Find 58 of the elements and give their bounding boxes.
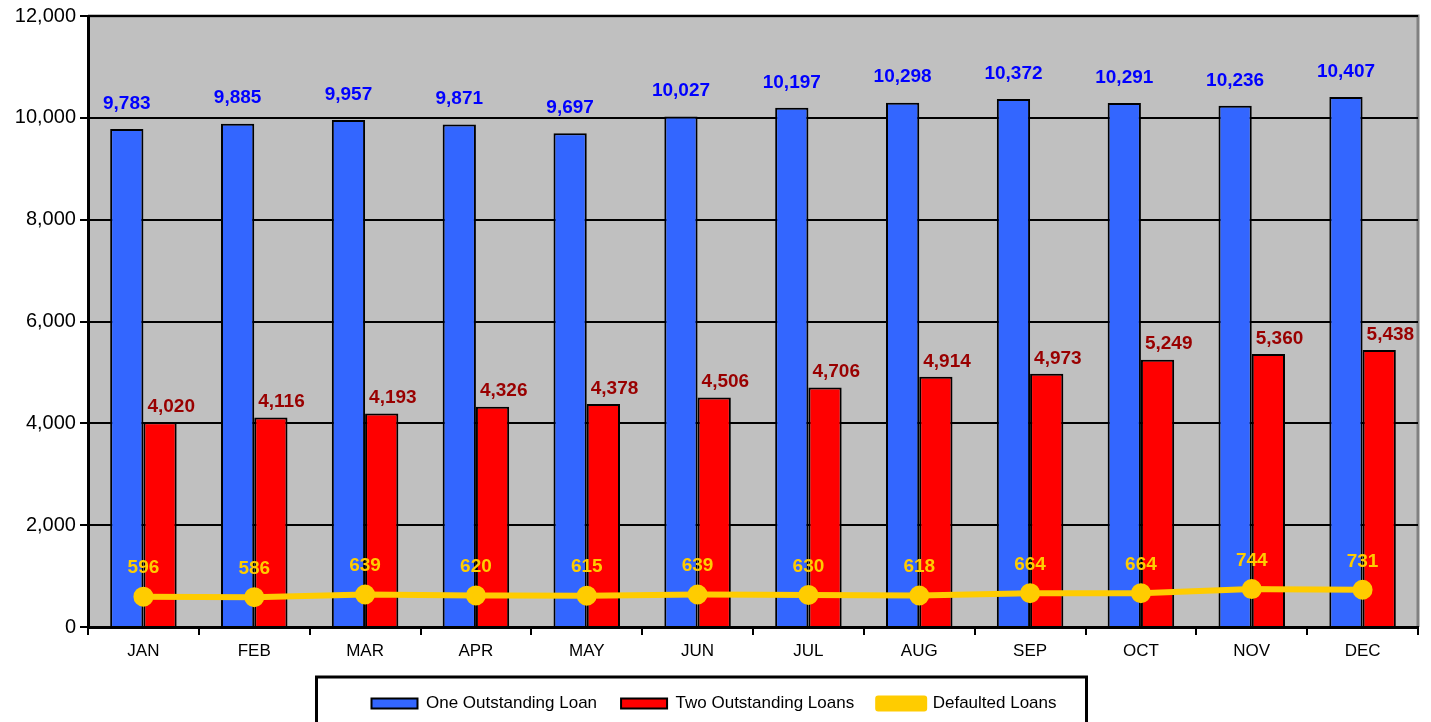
y-tick-label: 0 xyxy=(64,614,76,637)
data-label: 4,116 xyxy=(258,390,305,412)
data-label: 10,291 xyxy=(1095,65,1154,87)
x-tick-label: JUN xyxy=(681,640,715,660)
data-label: 5,360 xyxy=(1255,326,1304,348)
x-tick-label: DEC xyxy=(1344,640,1381,660)
data-label: 596 xyxy=(127,556,160,578)
x-tick-label: JUL xyxy=(793,640,824,660)
data-label: 9,697 xyxy=(546,96,594,117)
x-tick-label: JAN xyxy=(127,640,160,660)
y-tick-label: 6,000 xyxy=(25,309,76,332)
data-label: 9,871 xyxy=(435,87,484,109)
data-label: 618 xyxy=(903,555,936,577)
data-label: 5,438 xyxy=(1366,322,1415,344)
y-tick-label: 10,000 xyxy=(14,105,76,128)
legend-label: Two Outstanding Loans xyxy=(675,693,855,713)
x-tick-label: OCT xyxy=(1122,640,1159,660)
data-label: 4,973 xyxy=(1034,346,1082,368)
data-label: 4,193 xyxy=(369,386,417,408)
y-tick-label: 4,000 xyxy=(25,410,76,433)
data-label: 586 xyxy=(238,556,271,578)
data-label: 731 xyxy=(1346,549,1379,571)
data-label: 615 xyxy=(570,555,604,577)
data-label: 4,378 xyxy=(590,376,639,398)
x-tick-label: FEB xyxy=(237,640,271,660)
data-label: 5,249 xyxy=(1144,332,1193,354)
data-label: 664 xyxy=(1125,552,1158,574)
data-label: 9,957 xyxy=(324,82,373,104)
data-label: 10,197 xyxy=(762,70,821,92)
data-label: 10,298 xyxy=(873,65,932,87)
x-tick-label: APR xyxy=(458,640,494,660)
data-label: 639 xyxy=(349,554,381,576)
x-tick-label: AUG xyxy=(900,640,938,660)
data-label: 10,372 xyxy=(984,61,1043,83)
y-tick-label: 12,000 xyxy=(14,3,76,26)
data-label: 10,027 xyxy=(651,79,711,101)
x-tick-label: SEP xyxy=(1013,640,1048,660)
data-label: 4,326 xyxy=(479,379,528,401)
data-label: 4,020 xyxy=(147,395,195,417)
data-label: 10,236 xyxy=(1206,68,1265,90)
legend-label: One Outstanding Loan xyxy=(426,693,598,713)
data-label: 4,914 xyxy=(923,349,972,371)
x-tick-label: NOV xyxy=(1233,640,1271,660)
y-tick-label: 8,000 xyxy=(25,207,76,230)
data-label: 4,506 xyxy=(701,370,750,392)
data-label: 4,706 xyxy=(812,360,860,382)
data-label: 664 xyxy=(1014,552,1047,574)
data-label: 10,407 xyxy=(1316,59,1376,81)
data-label: 639 xyxy=(681,554,714,576)
data-label: 744 xyxy=(1235,548,1269,570)
x-tick-label: MAR xyxy=(346,640,384,660)
legend-label: Defaulted Loans xyxy=(932,693,1057,713)
y-tick-label: 2,000 xyxy=(25,512,76,535)
data-label: 9,885 xyxy=(213,86,262,108)
data-label: 630 xyxy=(792,554,825,576)
data-label: 620 xyxy=(460,555,492,577)
x-tick-label: MAY xyxy=(568,640,605,660)
data-label: 9,783 xyxy=(103,91,151,113)
